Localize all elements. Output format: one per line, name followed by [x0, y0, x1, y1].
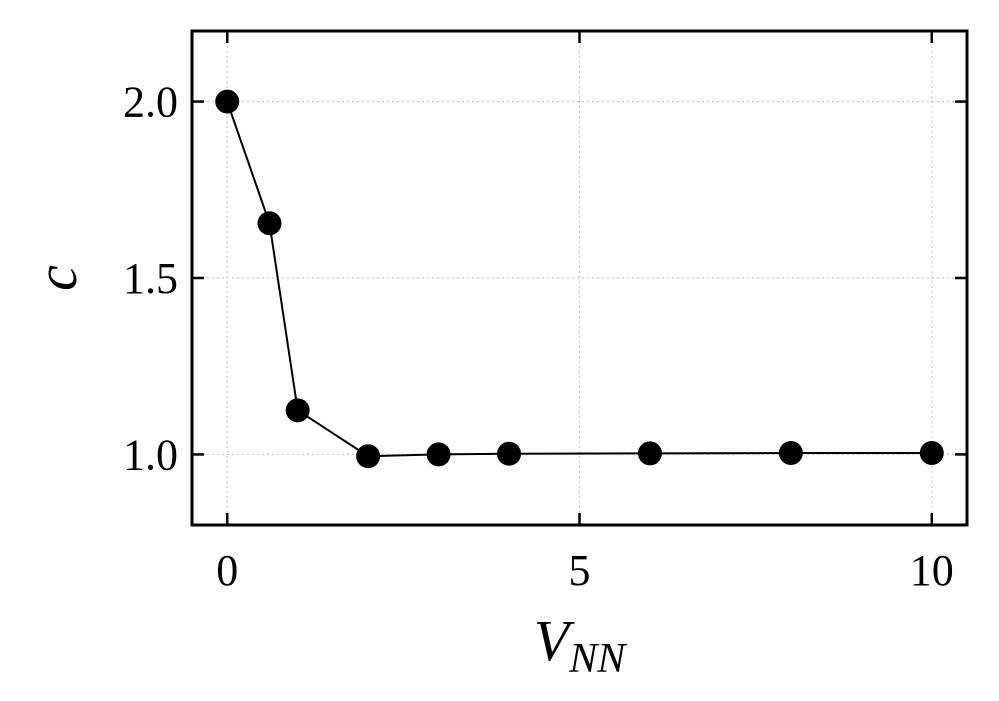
- data-point: [285, 398, 310, 423]
- x-axis-label: VNN: [534, 608, 627, 682]
- series-line: [226, 101, 932, 458]
- grid: [192, 31, 967, 525]
- x-axis-label-subscript: NN: [568, 636, 627, 682]
- data-point: [778, 441, 803, 466]
- data-point: [497, 441, 522, 466]
- data-point: [257, 211, 282, 236]
- tick-labels: 0 5 10 1.0 1.5 2.0: [123, 78, 954, 595]
- y-tick-label: 1.5: [123, 254, 178, 303]
- y-axis-label: c: [24, 265, 89, 291]
- data-point: [215, 89, 240, 114]
- data-point: [426, 442, 451, 467]
- series-layer: [215, 89, 944, 469]
- data-point: [919, 441, 944, 466]
- data-point: [356, 444, 381, 469]
- ticks: [192, 31, 967, 525]
- x-tick-label: 5: [569, 546, 591, 595]
- data-point: [637, 441, 662, 466]
- y-tick-label: 1.0: [123, 430, 178, 479]
- x-axis-label-main: V: [534, 608, 576, 673]
- x-tick-label: 0: [216, 546, 238, 595]
- x-tick-label: 10: [910, 546, 954, 595]
- y-tick-label: 2.0: [123, 78, 178, 127]
